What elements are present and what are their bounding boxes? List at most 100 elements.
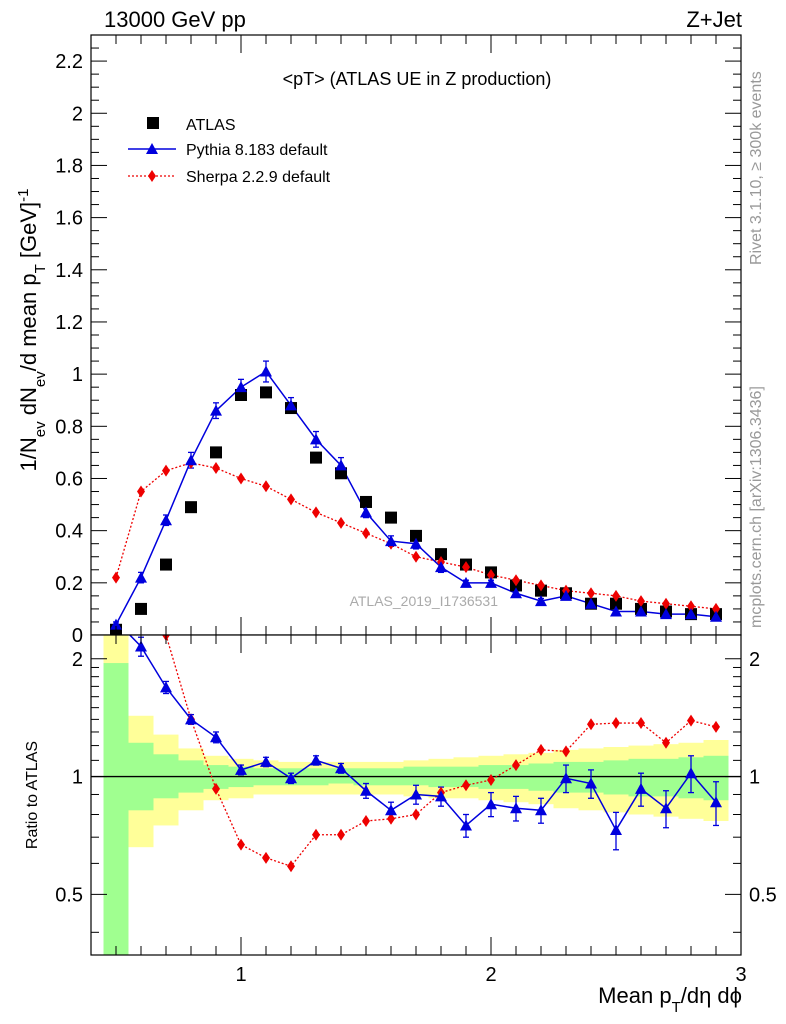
- sherpa-point: [287, 493, 295, 506]
- ratio-pythia-point: [460, 819, 472, 831]
- pythia-point: [185, 454, 197, 466]
- pythia-point: [435, 561, 447, 573]
- ratio-y-axis-label: Ratio to ATLAS: [24, 741, 41, 849]
- energy-label: 13000 GeV pp: [104, 7, 246, 32]
- ratio-pythia-point: [635, 782, 647, 794]
- sherpa-point: [312, 506, 320, 519]
- ratio-sherpa-point: [687, 714, 695, 727]
- ratio-pythia-point: [685, 767, 697, 779]
- atlas-data-point: [135, 602, 147, 615]
- main-y-tick-label: 0.8: [55, 416, 83, 438]
- ratio-sherpa-point: [237, 838, 245, 851]
- ratio-band-inner: [328, 768, 354, 784]
- legend-pythia-label: Pythia 8.183 default: [186, 142, 328, 159]
- main-y-axis-label: 1/Nev dNev/d mean pT [GeV]-1: [15, 189, 49, 472]
- ratio-pythia-point: [410, 788, 422, 800]
- mcplots-label: mcplots.cern.ch [arXiv:1306.3436]: [748, 386, 765, 628]
- ratio-axes: 0.5 0.5 1 1 2 2 1 2 3: [55, 635, 777, 986]
- pythia-point: [635, 605, 647, 617]
- process-label: Z+Jet: [686, 7, 742, 32]
- pythia-point: [610, 605, 622, 617]
- pythia-point: [335, 459, 347, 471]
- ratio-y-tick-label-right: 2: [749, 649, 760, 671]
- ratio-sherpa-point: [537, 743, 545, 756]
- main-y-tick-label: 1.4: [55, 260, 83, 282]
- pythia-point: [260, 365, 272, 377]
- main-y-tick-label: 2: [72, 103, 83, 125]
- ratio-sherpa-point: [412, 808, 420, 821]
- ratio-pythia-point: [235, 763, 247, 775]
- sherpa-point: [162, 464, 170, 477]
- legend-sherpa-marker: [148, 170, 156, 182]
- sherpa-point: [137, 485, 145, 498]
- ratio-sherpa-point: [337, 828, 345, 841]
- pythia-point: [360, 506, 372, 518]
- ratio-sherpa-point: [312, 828, 320, 841]
- legend-atlas-marker: [147, 117, 159, 129]
- sherpa-point: [237, 472, 245, 485]
- legend-atlas-label: ATLAS: [186, 117, 236, 134]
- ratio-pythia-point: [385, 804, 397, 816]
- atlas-data-point: [385, 511, 397, 524]
- main-axes: 0 0.2 0.4 0.6 0.8 1 1.2 1.4 1.6 1.8 2 2.2: [55, 35, 742, 647]
- main-series-layer: [110, 360, 722, 636]
- pythia-point: [235, 381, 247, 393]
- ratio-sherpa-point: [637, 717, 645, 730]
- ratio-pythia-point: [535, 804, 547, 816]
- ratio-pythia-point: [260, 755, 272, 767]
- ratio-y-tick-label: 2: [72, 649, 83, 671]
- ratio-plot-panel: 0.5 0.5 1 1 2 2 1 2 3 Ratio to ATLAS: [24, 634, 777, 986]
- ratio-clipped-series: [128, 635, 722, 873]
- legend-sherpa-label: Sherpa 2.2.9 default: [186, 169, 331, 186]
- main-y-tick-label: 1.8: [55, 155, 83, 177]
- sherpa-point: [462, 561, 470, 574]
- sherpa-point: [537, 579, 545, 592]
- x-tick-label: 1: [235, 964, 246, 986]
- x-tick-label: 2: [485, 964, 496, 986]
- main-y-tick-label: 0: [72, 625, 83, 647]
- sherpa-point: [212, 462, 220, 475]
- main-y-tick-label: 1.6: [55, 208, 83, 230]
- atlas-data-point: [410, 529, 422, 542]
- pythia-point: [110, 618, 122, 630]
- ratio-pythia-point: [510, 802, 522, 814]
- analysis-tag: ATLAS_2019_I1736531: [350, 593, 499, 609]
- pythia-point: [210, 404, 222, 416]
- sherpa-point: [487, 569, 495, 581]
- sherpa-point: [662, 597, 670, 610]
- ratio-pythia-point: [185, 713, 197, 725]
- ratio-pythia-point: [285, 772, 297, 784]
- ratio-pythia-point: [660, 802, 672, 814]
- pythia-point: [710, 610, 722, 622]
- sherpa-point: [412, 550, 420, 563]
- pythia-point: [160, 514, 172, 526]
- ratio-sherpa-point: [512, 759, 520, 772]
- atlas-data-point: [435, 548, 447, 561]
- sherpa-point: [587, 587, 595, 600]
- ratio-pythia-point: [210, 731, 222, 743]
- rivet-version-label: Rivet 3.1.10, ≥ 300k events: [748, 71, 765, 265]
- ratio-pythia-point: [335, 762, 347, 774]
- ratio-series-layer: [128, 635, 722, 873]
- ratio-y-tick-label-right: 1: [749, 767, 760, 789]
- sherpa-point: [512, 574, 520, 587]
- pythia-point: [660, 608, 672, 620]
- ratio-sherpa-point: [562, 745, 570, 758]
- pythia-point: [685, 608, 697, 620]
- main-y-tick-label: 1: [72, 364, 83, 386]
- ratio-sherpa-point: [587, 718, 595, 731]
- ratio-sherpa-point: [212, 782, 220, 795]
- ratio-sherpa-point: [462, 779, 470, 792]
- pythia-point: [460, 576, 472, 588]
- ratio-sherpa-point: [287, 860, 295, 873]
- sherpa-point: [612, 589, 620, 602]
- pythia-point: [510, 587, 522, 599]
- pythia-point: [485, 576, 497, 588]
- sherpa-point: [712, 602, 720, 615]
- ratio-pythia-point: [710, 796, 722, 808]
- atlas-data-point: [610, 597, 622, 610]
- main-plot-panel: 0 0.2 0.4 0.6 0.8 1 1.2 1.4 1.6 1.8 2 2.2 <pT> (ATL…: [15, 34, 742, 647]
- pythia-point: [585, 597, 597, 609]
- ratio-pythia-point: [160, 681, 172, 693]
